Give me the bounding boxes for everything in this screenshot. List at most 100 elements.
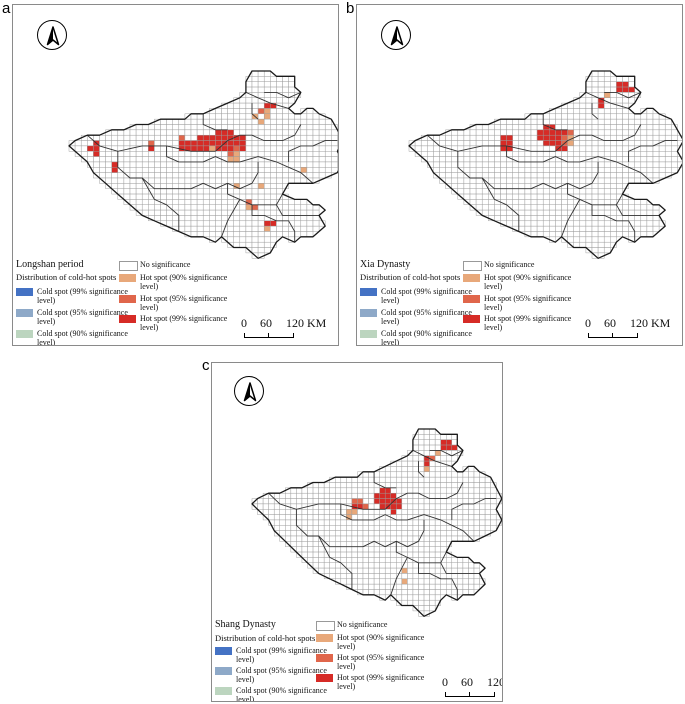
grid-cell	[323, 530, 330, 537]
grid-cell	[610, 129, 617, 136]
grid-cell	[396, 557, 403, 563]
grid-cell	[401, 589, 408, 596]
grid-cell	[481, 209, 489, 216]
grid-cell	[423, 599, 430, 606]
grid-cell	[518, 124, 526, 131]
grid-cell	[340, 567, 347, 574]
grid-cell	[379, 509, 386, 515]
grid-cell	[646, 225, 654, 232]
grid-cell	[518, 220, 526, 227]
hot-spot-cell	[184, 140, 192, 147]
prefecture-boundary	[221, 199, 241, 237]
grid-cell	[245, 167, 253, 173]
grid-cell	[141, 145, 149, 152]
grid-cell	[658, 151, 666, 157]
grid-cell	[457, 589, 464, 596]
grid-cell	[634, 140, 642, 147]
grid-cell	[484, 525, 491, 531]
grid-cell	[640, 134, 648, 141]
grid-cell	[190, 177, 198, 184]
grid-cell	[331, 145, 338, 152]
grid-cell	[190, 188, 198, 195]
grid-cell	[300, 118, 308, 125]
grid-cell	[294, 118, 302, 125]
grid-cell	[245, 241, 253, 248]
hot-spot-cell	[379, 492, 386, 499]
grid-cell	[270, 118, 277, 125]
grid-cell	[561, 199, 568, 205]
grid-cell	[160, 172, 167, 179]
grid-cell	[524, 156, 532, 163]
grid-cell	[462, 503, 469, 510]
grid-cell	[340, 551, 347, 558]
grid-cell	[117, 156, 125, 163]
grid-cell	[263, 183, 271, 189]
grid-cell	[123, 183, 131, 189]
grid-cell	[307, 525, 314, 531]
grid-cell	[166, 188, 173, 195]
grid-cell	[423, 439, 430, 446]
grid-cell	[434, 482, 441, 489]
grid-cell	[481, 145, 489, 152]
hot-spot-cell	[549, 140, 556, 147]
grid-cell	[555, 199, 562, 205]
grid-cell	[603, 183, 611, 189]
grid-cell	[500, 177, 507, 184]
grid-cell	[323, 535, 330, 542]
grid-cell	[306, 172, 314, 179]
grid-cell	[80, 140, 88, 147]
grid-cell	[318, 118, 326, 125]
grid-cell	[184, 156, 192, 163]
grid-cell	[468, 492, 475, 499]
grid-cell	[357, 482, 364, 489]
grid-cell	[263, 204, 271, 211]
grid-cell	[335, 509, 342, 515]
grid-cell	[329, 546, 336, 553]
grid-cell	[434, 476, 441, 483]
grid-cell	[494, 156, 501, 163]
grid-cell	[282, 172, 289, 179]
hot-spot-cell	[346, 509, 353, 515]
legend-label: Hot spot (90% significance level)	[484, 273, 572, 291]
hot-spot-cell	[555, 134, 562, 141]
grid-cell	[335, 503, 342, 510]
grid-cell	[351, 482, 358, 489]
grid-cell	[396, 476, 403, 483]
grid-cell	[494, 172, 501, 179]
grid-cell	[475, 177, 483, 184]
hot-spot-cell	[257, 118, 265, 125]
grid-cell	[463, 161, 471, 168]
grid-cell	[362, 567, 369, 574]
grid-cell	[390, 551, 397, 558]
grid-cell	[401, 573, 408, 580]
grid-cell	[141, 134, 149, 141]
grid-cell	[597, 220, 605, 227]
grid-cell	[251, 241, 259, 248]
grid-cell	[591, 81, 599, 88]
legend-swatch	[119, 274, 136, 282]
grid-cell	[335, 487, 342, 494]
grid-cell	[172, 177, 180, 184]
grid-cell	[603, 108, 611, 115]
grid-cell	[429, 503, 436, 510]
grid-cell	[166, 129, 173, 136]
grid-cell	[306, 151, 314, 157]
grid-cell	[148, 167, 155, 173]
grid-cell	[99, 140, 106, 147]
grid-cell	[318, 167, 326, 173]
grid-cell	[178, 225, 186, 232]
grid-cell	[433, 167, 440, 173]
grid-cell	[494, 177, 501, 184]
grid-cell	[296, 546, 303, 553]
grid-cell	[440, 466, 447, 473]
grid-cell	[257, 86, 265, 93]
grid-cell	[585, 204, 593, 211]
grid-cell	[524, 188, 532, 195]
grid-cell	[263, 118, 271, 125]
grid-cell	[172, 188, 180, 195]
grid-cell	[500, 161, 507, 168]
grid-cell	[512, 193, 520, 200]
grid-cell	[481, 140, 489, 147]
grid-cell	[412, 530, 419, 537]
grid-cell	[457, 514, 464, 521]
